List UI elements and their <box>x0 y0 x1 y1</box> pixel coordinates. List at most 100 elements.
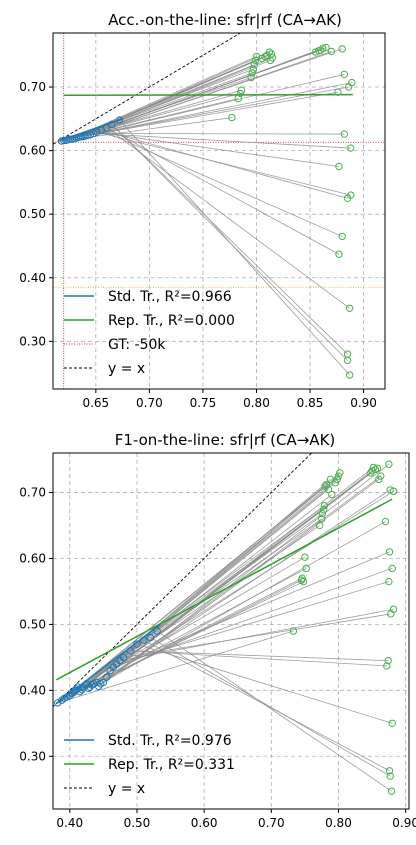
std-point <box>146 633 155 642</box>
rep-point <box>387 787 396 795</box>
y-tick-label: 0.60 <box>19 551 46 565</box>
x-tick-label: 0.75 <box>190 396 217 410</box>
std-point <box>108 120 116 129</box>
chart-title: F1-on-the-line: sfr|rf (CA→AK) <box>115 431 336 449</box>
std-point <box>115 116 124 124</box>
chart-accuracy: Acc.-on-the-line: sfr|rf (CA→AK) 0.65 0.7… <box>19 11 386 410</box>
pair-line <box>156 630 392 792</box>
x-tick-label: 0.50 <box>124 816 151 830</box>
pair-line <box>96 131 351 196</box>
plot-frame <box>52 32 386 390</box>
pair-line <box>113 551 390 668</box>
pair-line <box>90 82 352 136</box>
rep-point <box>302 564 310 573</box>
pair-line <box>57 630 294 704</box>
rep-point <box>299 577 308 586</box>
rep-point <box>345 304 354 312</box>
rep-point <box>247 73 255 82</box>
pair-line <box>57 579 302 704</box>
pair-line <box>119 119 350 376</box>
std-point <box>93 128 101 136</box>
pair-line <box>150 637 391 777</box>
identity-line <box>53 453 313 708</box>
std-point <box>86 131 95 139</box>
x-tick-label: 0.80 <box>243 396 270 410</box>
pair-line <box>109 490 394 671</box>
rep-point <box>388 564 396 573</box>
rep-point <box>333 475 341 484</box>
rep-point <box>319 44 327 52</box>
y-tick-label: 0.40 <box>19 271 46 285</box>
pair-line <box>123 613 391 658</box>
legend-label-yx: y = x <box>108 781 145 797</box>
pair-line <box>93 133 351 149</box>
rep-point <box>236 89 245 98</box>
y-tick-label: 0.40 <box>19 683 46 697</box>
rep-point <box>386 772 394 780</box>
rep-point <box>343 194 352 202</box>
y-tick-label: 0.70 <box>19 80 46 94</box>
rep-point <box>324 485 333 493</box>
pair-line <box>130 650 387 667</box>
rep-point <box>289 627 298 635</box>
y-tick-label: 0.70 <box>19 486 46 500</box>
pair-line <box>96 467 378 683</box>
x-tick-label: 0.70 <box>258 816 285 830</box>
y-tick-label: 0.30 <box>19 334 46 348</box>
rep-point <box>315 521 324 530</box>
pair-line <box>111 124 348 355</box>
rep-point <box>343 356 352 365</box>
rep-point <box>228 113 236 122</box>
std-point <box>139 636 148 644</box>
rep-point <box>345 371 354 379</box>
x-tick-label: 0.60 <box>191 816 218 830</box>
rep-fit-line <box>56 498 393 681</box>
x-tick-label: 0.80 <box>325 816 352 830</box>
x-tick-label: 0.90 <box>350 396 377 410</box>
rep-point <box>237 86 246 94</box>
pair-line <box>106 489 391 678</box>
rep-point <box>381 517 390 526</box>
pair-line <box>82 47 327 137</box>
rep-point <box>335 250 343 258</box>
x-tick-label: 0.40 <box>56 816 83 830</box>
rep-point <box>340 130 349 138</box>
chart-title: Acc.-on-the-line: sfr|rf (CA→AK) <box>108 11 342 29</box>
plot-frame <box>52 452 410 810</box>
rep-point <box>384 656 392 665</box>
rep-point <box>319 505 328 514</box>
rep-point <box>234 94 242 103</box>
rep-point <box>268 54 277 62</box>
std-point <box>89 129 98 138</box>
pair-line <box>93 133 345 135</box>
rep-point <box>322 480 331 489</box>
pair-line <box>96 131 340 167</box>
pair-line <box>78 57 273 138</box>
rep-point <box>385 577 393 586</box>
legend-label-std: Std. Tr., R²=0.966 <box>108 289 232 305</box>
y-tick-label: 0.50 <box>19 617 46 631</box>
rep-point <box>385 548 394 556</box>
rep-point <box>318 509 327 518</box>
rep-point <box>385 460 393 468</box>
pair-line <box>130 650 389 662</box>
rep-point <box>267 50 276 58</box>
x-tick-label: 0.90 <box>392 816 416 830</box>
legend: Std. Tr., R²=0.966 Rep. Tr., R²=0.000 GT: … <box>64 289 235 377</box>
y-tick-label: 0.30 <box>19 749 46 763</box>
rep-fit-line <box>63 93 353 97</box>
rep-point <box>298 574 306 582</box>
std-point <box>102 124 111 132</box>
legend-label-gt: GT: -50k <box>108 337 166 353</box>
pair-line <box>87 48 343 136</box>
rep-point <box>251 56 260 65</box>
pair-line <box>88 472 341 689</box>
std-point <box>83 131 91 140</box>
identity-line <box>53 33 242 145</box>
pair-line <box>69 56 257 140</box>
rep-point <box>386 486 394 494</box>
rep-point <box>320 502 329 510</box>
rep-point <box>248 69 256 77</box>
rep-point <box>265 48 274 56</box>
